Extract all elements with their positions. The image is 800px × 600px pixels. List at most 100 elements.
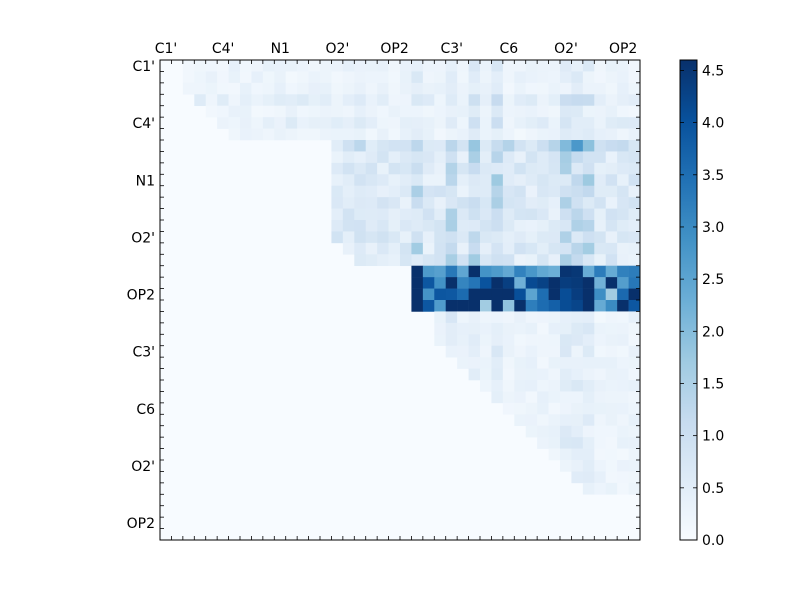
- heatmap-cell: [411, 128, 424, 141]
- heatmap-cell: [342, 105, 355, 118]
- heatmap-cell: [480, 242, 492, 255]
- heatmap-cell: [617, 140, 629, 152]
- heatmap-cell: [594, 94, 607, 107]
- heatmap-cell: [468, 345, 481, 358]
- heatmap-cell: [194, 94, 207, 107]
- heatmap-cell: [628, 185, 641, 198]
- heatmap-cell: [560, 414, 572, 427]
- heatmap-cell: [434, 220, 447, 232]
- heatmap-cell: [560, 162, 572, 175]
- heatmap-cell: [377, 254, 389, 267]
- heatmap-cells: [160, 60, 641, 540]
- heatmap-cell: [605, 311, 618, 324]
- heatmap-cell: [445, 71, 458, 84]
- heatmap-cell: [468, 277, 481, 289]
- heatmap-cell: [480, 345, 492, 358]
- heatmap-cell: [365, 220, 378, 232]
- heatmap-cell: [548, 368, 561, 381]
- heatmap-cell: [445, 288, 458, 301]
- heatmap-cell: [582, 185, 595, 198]
- heatmap-cell: [285, 94, 298, 107]
- heatmap-cell: [514, 380, 527, 392]
- heatmap-cell: [445, 197, 458, 209]
- heatmap-cell: [594, 128, 607, 141]
- heatmap-cell: [388, 231, 401, 244]
- y-tick-label: O2': [131, 459, 155, 475]
- heatmap-cell: [594, 197, 607, 209]
- heatmap-cell: [411, 60, 424, 72]
- colorbar-tick-label: 1.5: [702, 376, 724, 392]
- heatmap-cell: [480, 162, 492, 175]
- heatmap-cell: [491, 380, 504, 392]
- heatmap-cell: [548, 208, 561, 221]
- heatmap-cell: [228, 105, 241, 118]
- heatmap-cell: [491, 357, 504, 369]
- heatmap-cell: [502, 231, 515, 244]
- heatmap-cell: [560, 197, 572, 209]
- heatmap-cell: [308, 82, 321, 95]
- heatmap-cell: [582, 471, 595, 484]
- heatmap-cell: [537, 437, 549, 449]
- heatmap-cell: [548, 242, 561, 255]
- heatmap-cell: [525, 311, 538, 324]
- heatmap-cell: [582, 460, 595, 472]
- heatmap-cell: [480, 231, 492, 244]
- heatmap-cell: [502, 128, 515, 141]
- heatmap-cell: [617, 174, 629, 187]
- heatmap-cell: [411, 151, 424, 164]
- heatmap-cell: [548, 357, 561, 369]
- heatmap-cell: [525, 300, 538, 312]
- colorbar-tick-label: 4.5: [702, 63, 724, 79]
- heatmap-cell: [400, 82, 412, 95]
- heatmap-cell: [514, 185, 527, 198]
- y-tick-label: C6: [136, 402, 155, 418]
- y-tick-label: C1': [132, 59, 155, 75]
- heatmap-cell: [571, 437, 584, 449]
- heatmap-cell: [502, 185, 515, 198]
- heatmap-cell: [468, 105, 481, 118]
- heatmap-cell: [617, 471, 629, 484]
- heatmap-cell: [320, 117, 332, 129]
- heatmap-cell: [617, 402, 629, 415]
- x-tick-label: O2': [554, 41, 578, 57]
- heatmap-cell: [582, 482, 595, 495]
- heatmap-cell: [594, 482, 607, 495]
- heatmap-cell: [342, 208, 355, 221]
- heatmap-cell: [605, 402, 618, 415]
- heatmap-cell: [445, 242, 458, 255]
- heatmap-cell: [422, 82, 435, 95]
- heatmap-cell: [571, 231, 584, 244]
- heatmap-cell: [365, 82, 378, 95]
- heatmap-cell: [480, 60, 492, 72]
- heatmap-cell: [491, 197, 504, 209]
- heatmap-cell: [571, 322, 584, 335]
- heatmap-cell: [514, 254, 527, 267]
- heatmap-cell: [388, 105, 401, 118]
- y-tick-label: OP2: [127, 516, 155, 532]
- heatmap-cell: [560, 437, 572, 449]
- heatmap-cell: [468, 322, 481, 335]
- heatmap-cell: [525, 357, 538, 369]
- heatmap-cell: [388, 128, 401, 141]
- heatmap-cell: [560, 254, 572, 267]
- heatmap-cell: [457, 94, 469, 107]
- heatmap-cell: [445, 208, 458, 221]
- heatmap-cell: [388, 254, 401, 267]
- heatmap-cell: [400, 231, 412, 244]
- heatmap-cell: [502, 345, 515, 358]
- heatmap-cell: [605, 174, 618, 187]
- heatmap-cell: [480, 105, 492, 118]
- heatmap-cell: [468, 231, 481, 244]
- heatmap-cell: [617, 208, 629, 221]
- heatmap-cell: [594, 185, 607, 198]
- heatmap-cell: [491, 128, 504, 141]
- heatmap-cell: [571, 471, 584, 484]
- heatmap-cell: [548, 94, 561, 107]
- heatmap-cell: [308, 117, 321, 129]
- heatmap-cell: [582, 254, 595, 267]
- heatmap-cell: [400, 185, 412, 198]
- heatmap-cell: [331, 71, 344, 84]
- heatmap-cell: [525, 94, 538, 107]
- heatmap-cell: [240, 94, 252, 107]
- heatmap-cell: [457, 71, 469, 84]
